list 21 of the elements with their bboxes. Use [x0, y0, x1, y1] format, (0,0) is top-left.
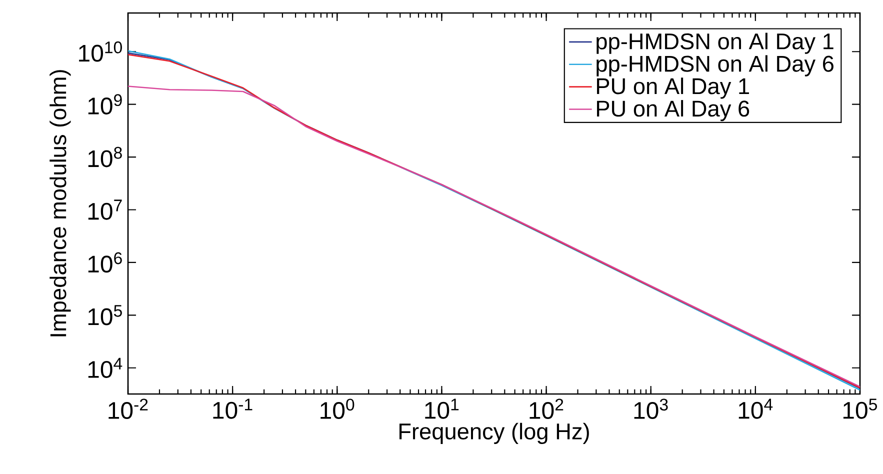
x-tick-label: 10$^{4}$	[738, 398, 773, 419]
x-tick-label: 10$^{-2}$	[108, 398, 148, 420]
x-tick-label: 10$^{0}$	[320, 398, 354, 420]
legend-label: PU on Al Day 1	[597, 78, 749, 99]
y-axis-title: Impedance modulus (ohm)	[50, 70, 71, 336]
x-tick-label: 10$^{2}$	[530, 398, 564, 420]
x-tick-label: 10$^{3}$	[634, 398, 668, 420]
x-tick-label: 10$^{-1}$	[213, 398, 252, 419]
x-axis-title: Frequency (log Hz)	[399, 422, 589, 444]
legend-label: pp-HMDSN on Al Day 6	[596, 55, 834, 76]
y-tick-label: 10$^{5}$	[88, 305, 122, 326]
y-tick-label: 10$^{8}$	[88, 146, 122, 168]
y-tick-label: 10$^{10}$	[79, 41, 122, 62]
legend-label: PU on Al Day 6	[597, 100, 750, 122]
y-tick-label: 10$^{9}$	[88, 94, 122, 114]
x-tick-label: 10$^{1}$	[425, 398, 459, 419]
y-tick-label: 10$^{7}$	[88, 200, 122, 220]
y-tick-label: 10$^{6}$	[88, 252, 122, 273]
y-tick-label: 10$^{4}$	[88, 358, 122, 378]
legend-label: pp-HMDSN on Al Day 1	[596, 32, 834, 54]
x-tick-label: 10$^{5}$	[843, 398, 877, 419]
